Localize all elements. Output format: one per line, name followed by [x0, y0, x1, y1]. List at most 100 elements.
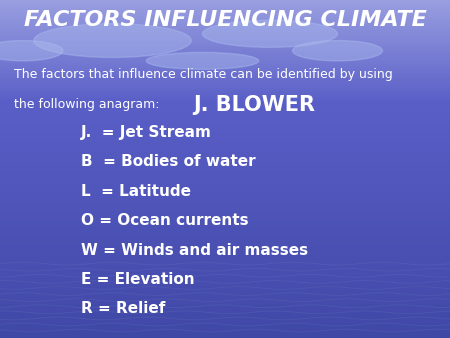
Bar — [0, 46, 450, 47]
Bar — [0, 71, 450, 73]
Bar — [0, 186, 450, 188]
Bar — [0, 64, 450, 66]
Bar — [0, 37, 450, 39]
Bar — [0, 277, 450, 279]
Bar — [0, 252, 450, 254]
Bar — [0, 193, 450, 194]
Bar — [0, 228, 450, 230]
Ellipse shape — [146, 52, 259, 69]
Bar — [0, 218, 450, 220]
Bar — [0, 311, 450, 313]
Ellipse shape — [202, 20, 338, 47]
Bar — [0, 139, 450, 140]
Bar — [0, 167, 450, 169]
Bar — [0, 313, 450, 314]
Bar — [0, 177, 450, 179]
Text: E = Elevation: E = Elevation — [81, 272, 194, 287]
Bar — [0, 161, 450, 162]
Bar — [0, 221, 450, 223]
Bar — [0, 22, 450, 24]
Bar — [0, 140, 450, 142]
Bar — [0, 137, 450, 139]
Bar — [0, 194, 450, 196]
Bar — [0, 215, 450, 216]
Bar — [0, 328, 450, 330]
Bar — [0, 19, 450, 20]
Bar — [0, 321, 450, 323]
Bar — [0, 49, 450, 51]
Bar — [0, 135, 450, 137]
Bar — [0, 47, 450, 49]
Bar — [0, 81, 450, 83]
Bar — [0, 15, 450, 17]
Bar — [0, 78, 450, 79]
Bar — [0, 208, 450, 210]
Bar — [0, 291, 450, 292]
Bar — [0, 255, 450, 257]
Bar — [0, 314, 450, 316]
Bar — [0, 226, 450, 228]
Bar — [0, 113, 450, 115]
Bar — [0, 103, 450, 105]
Bar — [0, 110, 450, 112]
Bar — [0, 274, 450, 275]
Bar — [0, 181, 450, 183]
Bar — [0, 123, 450, 125]
Bar — [0, 211, 450, 213]
Bar — [0, 254, 450, 255]
Bar — [0, 188, 450, 189]
Bar — [0, 282, 450, 284]
Bar — [0, 112, 450, 113]
Text: J. BLOWER: J. BLOWER — [194, 95, 315, 115]
Bar — [0, 88, 450, 90]
Bar — [0, 169, 450, 171]
Bar — [0, 247, 450, 248]
Bar — [0, 42, 450, 44]
Bar — [0, 289, 450, 291]
Bar — [0, 5, 450, 7]
Bar — [0, 96, 450, 98]
Text: J.  = Jet Stream: J. = Jet Stream — [81, 125, 212, 140]
Bar — [0, 189, 450, 191]
Bar — [0, 166, 450, 167]
Bar — [0, 260, 450, 262]
Bar — [0, 198, 450, 199]
Bar — [0, 199, 450, 201]
Bar — [0, 44, 450, 46]
Bar — [0, 297, 450, 299]
Bar — [0, 157, 450, 159]
Text: the following anagram:: the following anagram: — [14, 98, 159, 111]
Bar — [0, 238, 450, 240]
Bar — [0, 68, 450, 69]
Bar — [0, 118, 450, 120]
Bar — [0, 34, 450, 35]
Bar — [0, 335, 450, 336]
Text: L  = Latitude: L = Latitude — [81, 184, 191, 199]
Bar — [0, 286, 450, 287]
Bar — [0, 130, 450, 132]
Bar — [0, 83, 450, 84]
Bar — [0, 270, 450, 272]
Bar — [0, 265, 450, 267]
Bar — [0, 79, 450, 81]
Bar — [0, 132, 450, 134]
Bar — [0, 98, 450, 100]
Bar — [0, 134, 450, 135]
Bar — [0, 74, 450, 76]
Bar — [0, 232, 450, 233]
Bar — [0, 223, 450, 225]
Bar — [0, 242, 450, 243]
Bar — [0, 17, 450, 19]
Bar — [0, 32, 450, 34]
Bar — [0, 210, 450, 211]
Bar — [0, 76, 450, 78]
Text: The factors that influence climate can be identified by using: The factors that influence climate can b… — [14, 68, 392, 80]
Bar — [0, 120, 450, 122]
Bar — [0, 299, 450, 301]
Bar — [0, 128, 450, 130]
Bar — [0, 41, 450, 42]
Bar — [0, 2, 450, 3]
Bar — [0, 84, 450, 86]
Bar — [0, 284, 450, 286]
Bar — [0, 90, 450, 91]
